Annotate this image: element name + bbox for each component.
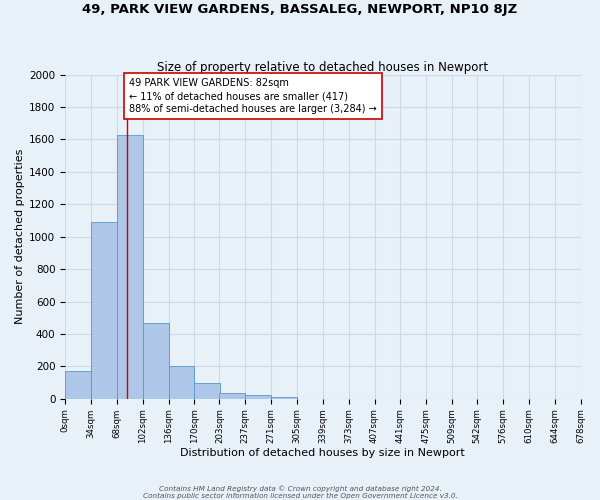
- Bar: [245, 396, 271, 398]
- Bar: [143, 322, 169, 398]
- X-axis label: Distribution of detached houses by size in Newport: Distribution of detached houses by size …: [181, 448, 465, 458]
- Bar: [220, 393, 245, 398]
- Bar: [117, 134, 143, 398]
- Bar: [65, 371, 91, 398]
- Bar: [169, 366, 194, 398]
- Text: 49 PARK VIEW GARDENS: 82sqm
← 11% of detached houses are smaller (417)
88% of se: 49 PARK VIEW GARDENS: 82sqm ← 11% of det…: [129, 78, 377, 114]
- Title: Size of property relative to detached houses in Newport: Size of property relative to detached ho…: [157, 60, 488, 74]
- Text: 49, PARK VIEW GARDENS, BASSALEG, NEWPORT, NP10 8JZ: 49, PARK VIEW GARDENS, BASSALEG, NEWPORT…: [82, 2, 518, 16]
- Y-axis label: Number of detached properties: Number of detached properties: [15, 149, 25, 324]
- Bar: [271, 397, 297, 398]
- Bar: [194, 382, 220, 398]
- Text: Contains HM Land Registry data © Crown copyright and database right 2024.
Contai: Contains HM Land Registry data © Crown c…: [143, 485, 457, 499]
- Bar: [91, 222, 117, 398]
